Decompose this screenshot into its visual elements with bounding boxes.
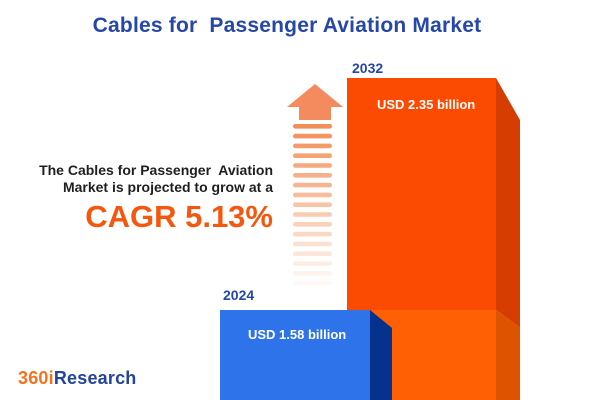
statement-line-2: Market is projected to grow at a [62,179,273,195]
statement-line-1: The Cables for Passenger Aviation [39,162,273,178]
arrow-stripe [293,241,332,247]
arrow-stripe [293,202,332,207]
arrow-stripe [293,261,332,266]
logo-prefix: 360i [18,368,54,388]
arrow-head-icon [287,84,343,120]
arrow-stripe [293,212,332,217]
arrow-stripe [293,124,332,129]
bar-2032 [347,78,520,400]
arrow-stripe [293,271,332,276]
bar-value-label-2024: USD 1.58 billion [248,327,346,342]
arrow-stripe [293,163,332,168]
arrow-stripes [293,124,332,286]
arrow-stripe [293,153,332,158]
arrow-stripe [293,280,332,286]
bar-year-label-2024: 2024 [223,287,254,303]
page-title: Cables for Passenger Aviation Market [92,14,482,37]
arrow-stripe [293,133,332,139]
arrow-stripe [293,173,332,178]
bar-2032-side-lower [496,310,520,400]
logo-suffix: Research [53,368,137,388]
bar-2024-side [370,310,392,400]
bar-value-label-2032: USD 2.35 billion [377,97,475,112]
arrow-stripe [293,143,332,149]
bar-2024 [220,310,392,400]
arrow-stripe [293,251,332,256]
arrow-stripe [293,192,332,198]
arrow-stripe [293,222,332,227]
bar-2032-front-upper [347,78,496,310]
bar-2024-front [220,310,370,400]
growth-statement: The Cables for Passenger Aviation Market… [39,162,273,232]
arrow-stripe [293,231,332,237]
bar-2032-side-upper [496,78,520,328]
logo-360iresearch: 360iResearch [18,368,137,389]
arrow-stripe [293,182,332,188]
cagr-value: CAGR 5.13% [85,199,273,234]
growth-arrow-icon [287,84,343,286]
bar-year-label-2032: 2032 [352,60,383,76]
